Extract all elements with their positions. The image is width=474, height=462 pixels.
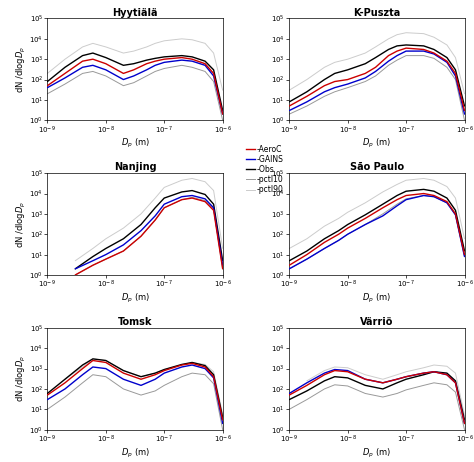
X-axis label: $D_p$ (m): $D_p$ (m): [120, 137, 150, 150]
X-axis label: $D_p$ (m): $D_p$ (m): [120, 292, 150, 305]
Y-axis label: dN /dlog$D_p$: dN /dlog$D_p$: [15, 355, 28, 402]
Title: Hyytiälä: Hyytiälä: [112, 8, 158, 18]
Title: K-Puszta: K-Puszta: [353, 8, 401, 18]
X-axis label: $D_p$ (m): $D_p$ (m): [362, 292, 392, 305]
X-axis label: $D_p$ (m): $D_p$ (m): [362, 137, 392, 150]
Legend: -AeroC, -GAINS, -Obs, -pctl10, -pctl90: -AeroC, -GAINS, -Obs, -pctl10, -pctl90: [246, 145, 283, 195]
Title: São Paulo: São Paulo: [350, 163, 404, 172]
X-axis label: $D_p$ (m): $D_p$ (m): [362, 446, 392, 460]
Title: Nanjing: Nanjing: [114, 163, 156, 172]
Y-axis label: dN /dlog$D_p$: dN /dlog$D_p$: [15, 201, 28, 248]
Title: Värriö: Värriö: [360, 317, 393, 327]
Title: Tomsk: Tomsk: [118, 317, 152, 327]
X-axis label: $D_p$ (m): $D_p$ (m): [120, 446, 150, 460]
Y-axis label: dN /dlog$D_p$: dN /dlog$D_p$: [15, 46, 28, 93]
